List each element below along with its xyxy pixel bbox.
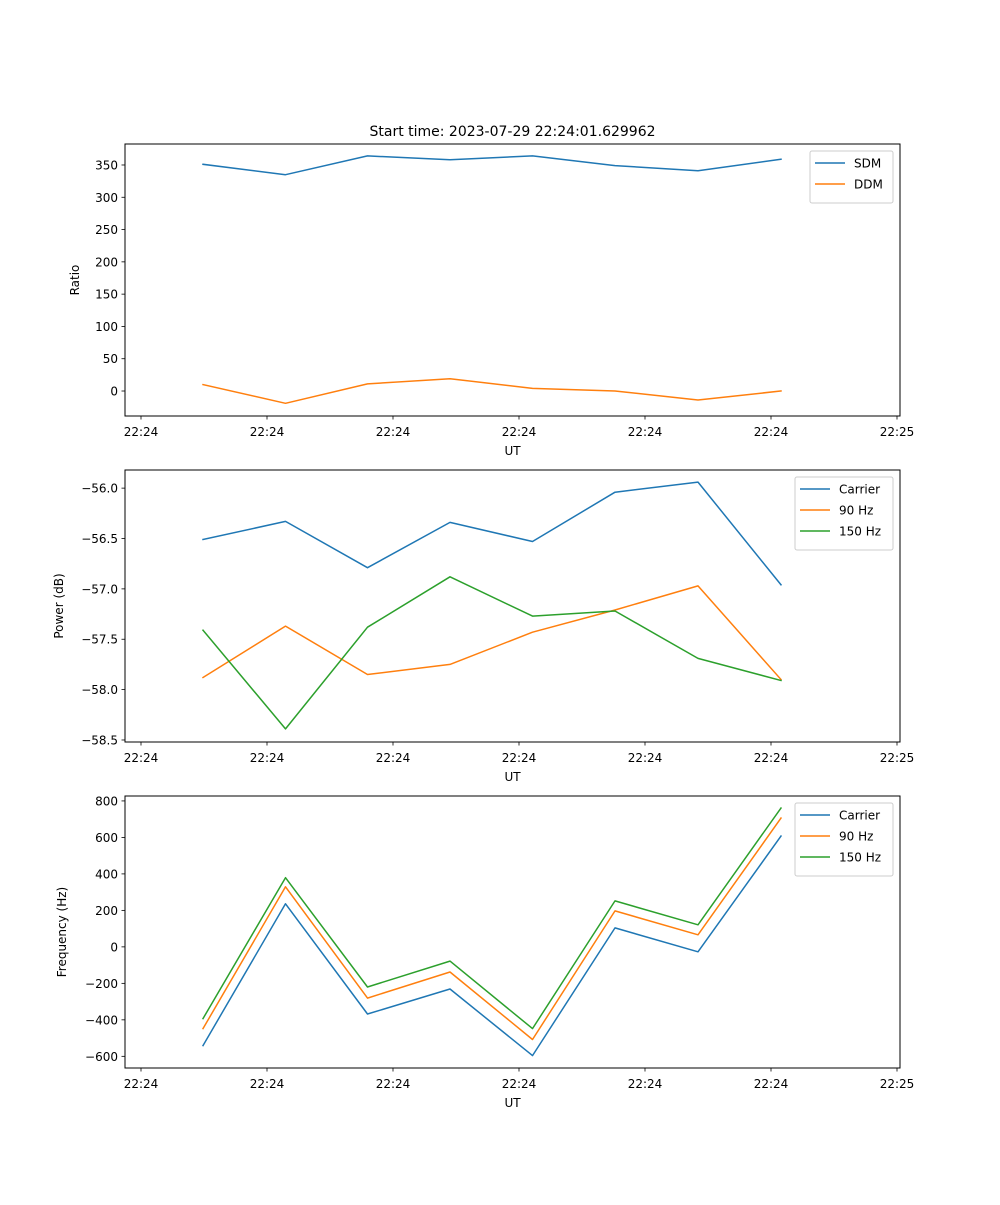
subplot-1: 0 50 100 150 200 250 300 350 22:24 22:24 22:24 22:2… <box>68 143 915 458</box>
x-axis-label: UT <box>504 770 521 784</box>
y-tick-label: 800 <box>95 794 118 808</box>
y-axis-label: Power (dB) <box>52 573 66 638</box>
legend-label: 90 Hz <box>839 504 873 518</box>
x-tick-label: 22:24 <box>628 751 663 765</box>
x-tick-label: 22:24 <box>376 751 411 765</box>
y-tick-label: 100 <box>95 320 118 334</box>
series-line-carrier <box>202 481 783 586</box>
legend-label: 150 Hz <box>839 525 881 539</box>
legend: Carrier 90 Hz 150 Hz <box>794 476 894 551</box>
y-tick-label: 150 <box>95 288 118 302</box>
x-tick-label: 22:24 <box>376 425 411 439</box>
x-tick-label: 22:24 <box>250 425 285 439</box>
series-line-sdm <box>202 155 782 176</box>
legend-label: 150 Hz <box>839 851 881 865</box>
y-tick-label: 50 <box>103 352 118 366</box>
y-tick-label: −58.0 <box>81 683 118 697</box>
x-tick-label: 22:24 <box>502 1077 537 1091</box>
legend-label: Carrier <box>839 809 880 823</box>
x-tick-label: 22:24 <box>250 1077 285 1091</box>
series-line-carrier <box>201 835 783 1057</box>
y-tick-label: −600 <box>85 1050 118 1064</box>
x-tick-label: 22:25 <box>880 751 915 765</box>
y-tick-label: 0 <box>110 940 118 954</box>
axes-frame <box>124 795 901 1069</box>
y-tick-label: 250 <box>95 223 118 237</box>
x-tick-label: 22:24 <box>124 425 159 439</box>
x-tick-label: 22:24 <box>754 1077 789 1091</box>
subplot-3: −600 −400 −200 0 200 400 600 800 22:24 22:24 22:24… <box>55 794 914 1110</box>
legend-label: DDM <box>854 178 883 192</box>
y-tick-label: 600 <box>95 831 118 845</box>
legend-label: 90 Hz <box>839 830 873 844</box>
legend-box <box>809 150 894 204</box>
y-tick-label: −56.0 <box>81 482 118 496</box>
y-tick-label: 350 <box>95 158 118 172</box>
x-tick-label: 22:24 <box>124 751 159 765</box>
series-line-150-hz <box>201 806 783 1030</box>
y-axis-label: Ratio <box>68 265 82 296</box>
x-axis-label: UT <box>504 444 521 458</box>
series-line-90-hz <box>201 817 783 1041</box>
x-tick-label: 22:24 <box>376 1077 411 1091</box>
legend: Carrier 90 Hz 150 Hz <box>794 802 894 877</box>
axes-frame <box>124 143 901 417</box>
y-tick-label: 200 <box>95 904 118 918</box>
y-tick-label: 200 <box>95 255 118 269</box>
x-tick-label: 22:24 <box>502 425 537 439</box>
x-tick-label: 22:24 <box>628 1077 663 1091</box>
y-tick-label: 400 <box>95 867 118 881</box>
y-tick-label: 300 <box>95 191 118 205</box>
y-tick-label: −57.5 <box>81 633 118 647</box>
axes-frame <box>124 469 901 743</box>
x-tick-label: 22:24 <box>124 1077 159 1091</box>
x-tick-label: 22:24 <box>502 751 537 765</box>
y-axis-label: Frequency (Hz) <box>55 887 69 978</box>
subplot-2: −58.5 −58.0 −57.5 −57.0 −56.5 −56.0 22:24 22:24… <box>52 469 915 784</box>
x-tick-label: 22:25 <box>880 425 915 439</box>
y-tick-label: −57.0 <box>81 582 118 596</box>
legend-label: Carrier <box>839 483 880 497</box>
x-tick-label: 22:24 <box>628 425 663 439</box>
legend-label: SDM <box>854 157 881 171</box>
series-line-150-hz <box>201 576 782 730</box>
x-tick-label: 22:25 <box>880 1077 915 1091</box>
x-tick-label: 22:24 <box>250 751 285 765</box>
figure-title: Start time: 2023-07-29 22:24:01.629962 <box>369 124 655 140</box>
x-axis-label: UT <box>504 1096 521 1110</box>
y-tick-label: −400 <box>85 1013 118 1027</box>
y-tick-label: −56.5 <box>81 532 118 546</box>
x-tick-label: 22:24 <box>754 751 789 765</box>
y-tick-label: 0 <box>110 385 118 399</box>
legend: SDM DDM <box>809 150 894 204</box>
series-line-90-hz <box>201 585 783 681</box>
y-tick-label: −58.5 <box>81 733 118 747</box>
x-tick-label: 22:24 <box>754 425 789 439</box>
series-line-ddm <box>202 377 782 405</box>
y-tick-label: −200 <box>85 977 118 991</box>
